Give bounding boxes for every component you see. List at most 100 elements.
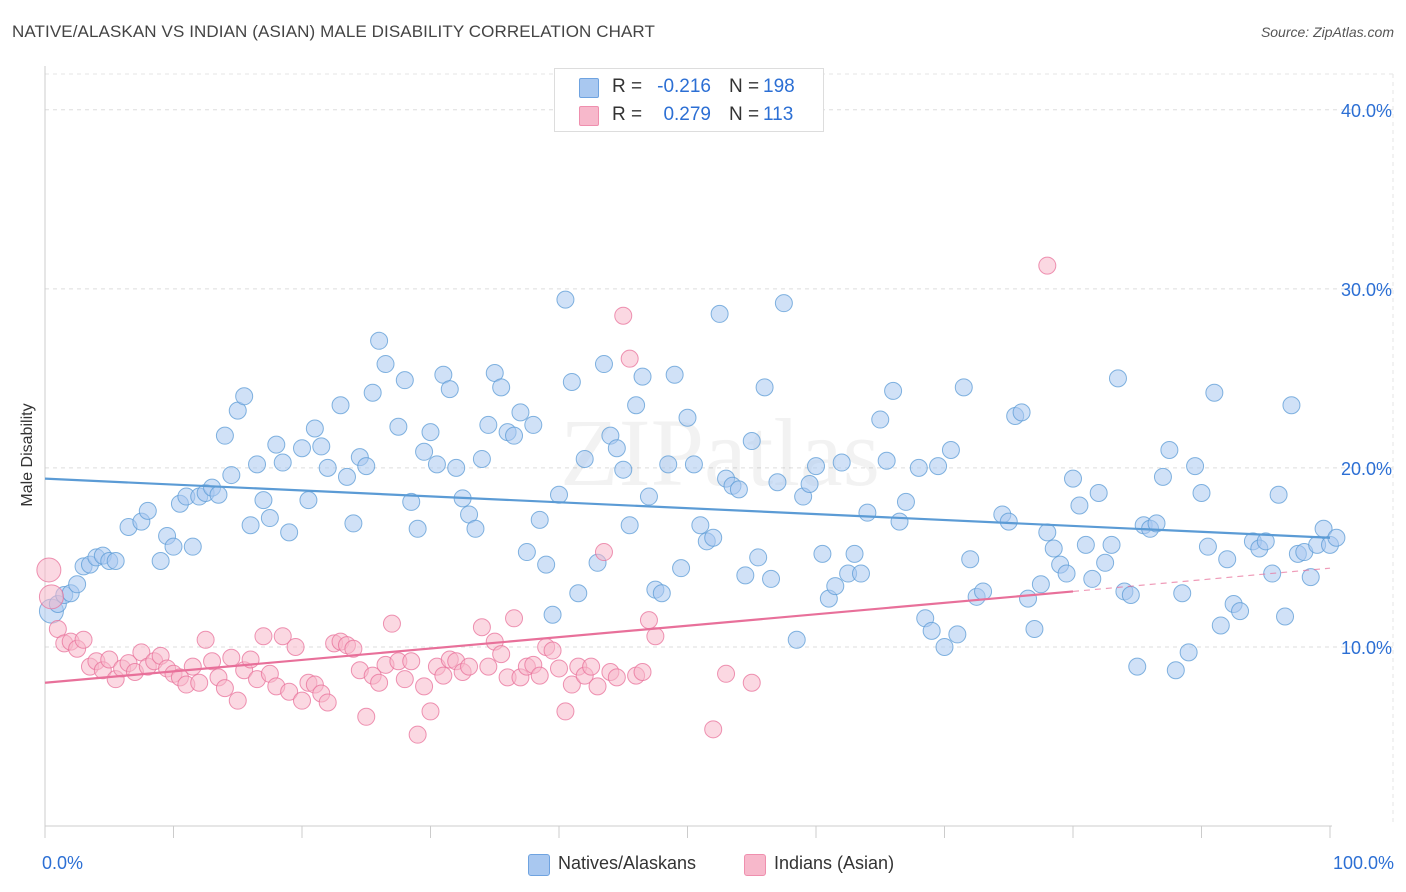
natives-point	[575, 449, 594, 468]
natives-point	[1160, 441, 1179, 459]
indians-point	[38, 584, 64, 610]
natives-point	[736, 566, 755, 585]
natives-point	[704, 528, 723, 547]
natives-point	[1070, 496, 1089, 515]
natives-point	[884, 381, 903, 400]
natives-point	[614, 460, 633, 479]
indians-point	[203, 652, 222, 671]
natives-point	[1218, 550, 1237, 569]
y-tick-label: 30.0%	[1341, 280, 1392, 300]
indians-point	[543, 641, 562, 660]
indians-legend-swatch	[744, 854, 766, 876]
natives-point	[395, 371, 414, 390]
y-tick-label: 40.0%	[1341, 101, 1392, 121]
r-value: 0.279	[663, 104, 711, 125]
r-value: -0.216	[657, 76, 711, 97]
natives-point	[832, 453, 851, 472]
indians-point	[402, 652, 421, 671]
natives-point	[1038, 523, 1057, 542]
natives-point	[537, 555, 556, 574]
natives-point	[845, 544, 864, 563]
indians-point	[215, 679, 234, 698]
natives-point	[710, 304, 729, 323]
natives-point	[1012, 403, 1031, 422]
natives-point	[222, 466, 241, 485]
indians-point	[434, 666, 453, 685]
natives-point	[1327, 528, 1346, 547]
natives-point	[370, 331, 389, 350]
x-tick-label: 0.0%	[42, 853, 83, 873]
data-points	[36, 256, 1346, 744]
natives-point	[1044, 539, 1063, 558]
natives-point	[858, 503, 877, 522]
indians-point	[273, 627, 292, 646]
natives-point	[1173, 584, 1192, 603]
indians-point	[74, 630, 93, 649]
natives-point	[974, 582, 993, 601]
indians-point	[582, 657, 601, 676]
indians-point	[620, 349, 639, 368]
natives-point	[241, 516, 260, 535]
natives-point	[1076, 535, 1095, 554]
r-label: R =	[612, 104, 648, 125]
natives-point	[138, 501, 157, 520]
natives-point	[762, 569, 781, 588]
chart-title: NATIVE/ALASKAN VS INDIAN (ASIAN) MALE DI…	[12, 22, 655, 41]
natives-point	[1198, 537, 1217, 556]
natives-point	[871, 410, 890, 429]
indians-point	[293, 691, 311, 710]
natives-point	[530, 510, 549, 529]
natives-point	[652, 584, 671, 603]
indians-point	[222, 648, 241, 667]
natives-point	[344, 514, 363, 533]
stats-legend: R = -0.216 N = 198 R = 0.279 N = 113	[554, 68, 824, 132]
natives-point	[851, 564, 870, 583]
indians-trend-extension	[1072, 567, 1331, 593]
natives-point	[164, 537, 183, 556]
natives-point	[524, 415, 543, 434]
natives-point	[639, 487, 658, 506]
natives-point	[248, 455, 267, 474]
natives-point	[1128, 657, 1147, 676]
natives-point	[151, 552, 170, 571]
tick-labels: 10.0% 20.0% 30.0% 40.0% 0.0% 100.0%	[42, 101, 1394, 873]
natives-point	[1025, 620, 1044, 639]
legend-label: Indians (Asian)	[774, 853, 895, 873]
natives-point	[517, 543, 536, 562]
y-tick-label: 20.0%	[1341, 459, 1392, 479]
natives-point	[254, 491, 273, 510]
indians-point	[717, 664, 736, 683]
n-value: 198	[763, 76, 795, 97]
indians-point	[614, 306, 633, 325]
x-tick-label: 100.0%	[1333, 853, 1394, 873]
indians-swatch	[579, 106, 599, 126]
natives-point	[620, 516, 639, 535]
natives-point	[543, 605, 562, 624]
natives-point	[929, 457, 948, 476]
indians-point	[550, 659, 568, 678]
natives-point	[183, 537, 202, 556]
natives-point	[479, 415, 498, 434]
indians-point	[460, 657, 479, 676]
natives-swatch	[579, 78, 599, 98]
natives-point	[337, 467, 356, 486]
natives-point	[569, 584, 588, 603]
natives-point	[807, 457, 825, 476]
indians-point	[357, 707, 376, 726]
natives-point	[672, 559, 691, 578]
natives-point	[1205, 383, 1224, 402]
indians-point	[607, 668, 626, 687]
indians-point	[415, 677, 434, 696]
y-tick-label: 10.0%	[1341, 638, 1392, 658]
indians-point	[280, 682, 299, 701]
indians-point	[395, 670, 414, 689]
natives-point	[909, 458, 928, 477]
natives-point	[235, 387, 254, 406]
natives-point	[511, 403, 530, 422]
indians-point	[588, 677, 607, 696]
natives-point	[562, 372, 581, 391]
indians-point	[492, 645, 511, 664]
indians-point	[505, 609, 524, 628]
natives-point	[1256, 532, 1275, 551]
natives-point	[312, 437, 331, 456]
